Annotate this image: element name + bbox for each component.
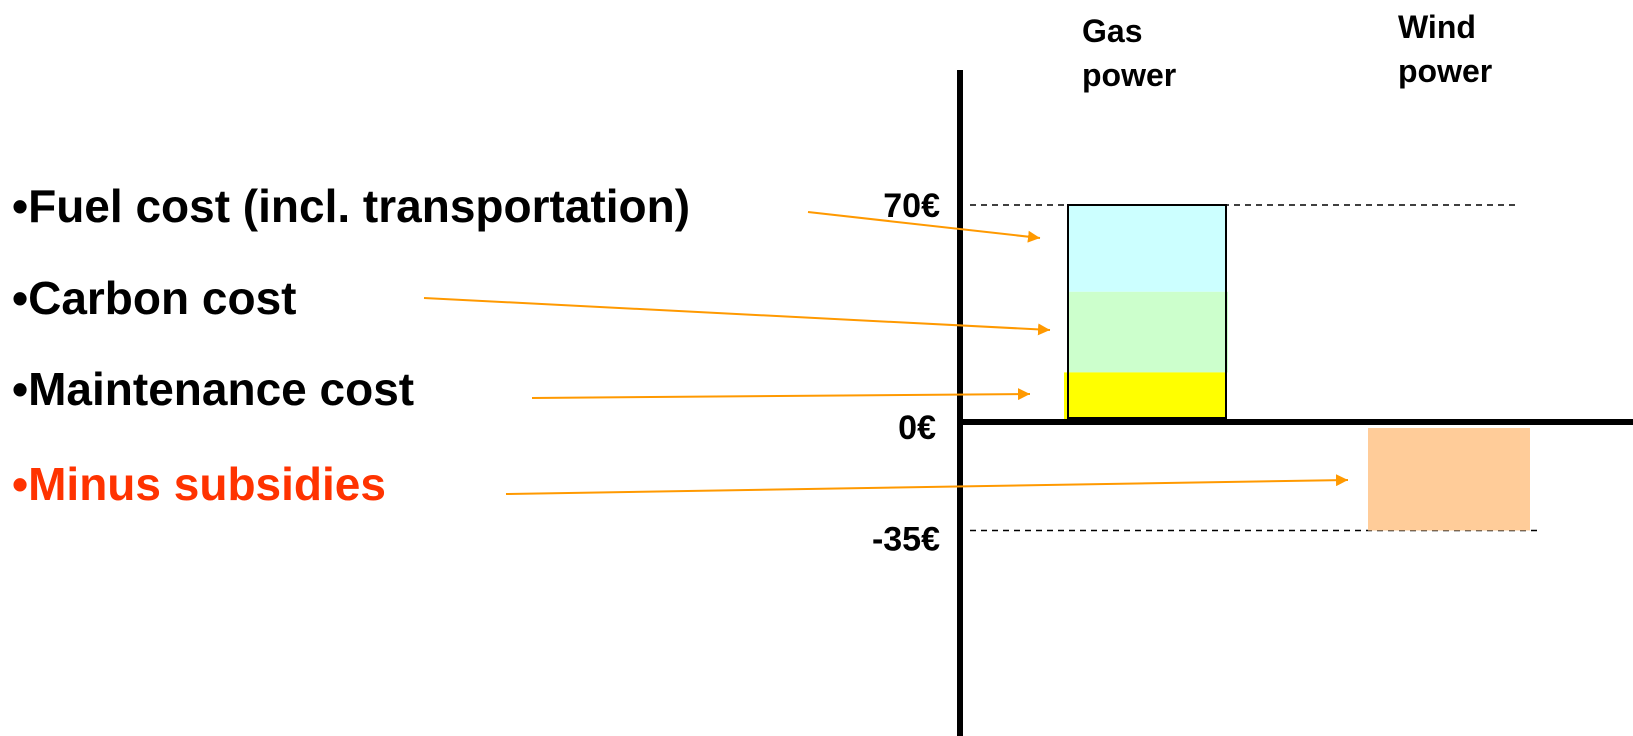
category-labels: Gas power Wind power: [1082, 9, 1492, 93]
bar-gas-outline: [1067, 204, 1227, 419]
bullet-list: •Fuel cost (incl. transportation) •Carbo…: [12, 180, 690, 510]
tick-label-minus-35: -35€: [872, 521, 940, 559]
annotation-arrows: [423, 211, 1349, 495]
bullet-maintenance-cost: •Maintenance cost: [12, 363, 414, 415]
bar-gas-carbon-cost: [1068, 291, 1228, 373]
tick-label-70: 70€: [883, 187, 940, 225]
bullet-carbon-cost: •Carbon cost: [12, 272, 296, 324]
arrow-carbon-cost: [423, 297, 1051, 336]
category-wind-line1: Wind: [1398, 9, 1476, 45]
category-wind-line2: power: [1398, 53, 1492, 89]
bullet-fuel-cost: •Fuel cost (incl. transportation): [12, 180, 690, 232]
category-gas-line1: Gas: [1082, 13, 1142, 49]
arrow-maintenance-cost: [531, 388, 1031, 401]
bar-wind-subsidy: [1368, 428, 1530, 531]
category-gas-line2: power: [1082, 57, 1176, 93]
tick-label-0: 0€: [898, 409, 936, 447]
bar-gas-maintenance-cost: [1064, 372, 1226, 422]
arrow-minus-subsidies: [505, 474, 1349, 495]
arrow-fuel-cost: [807, 211, 1041, 243]
bar-gas-fuel-cost: [1068, 205, 1226, 292]
bullet-minus-subsidies: •Minus subsidies: [12, 458, 386, 510]
